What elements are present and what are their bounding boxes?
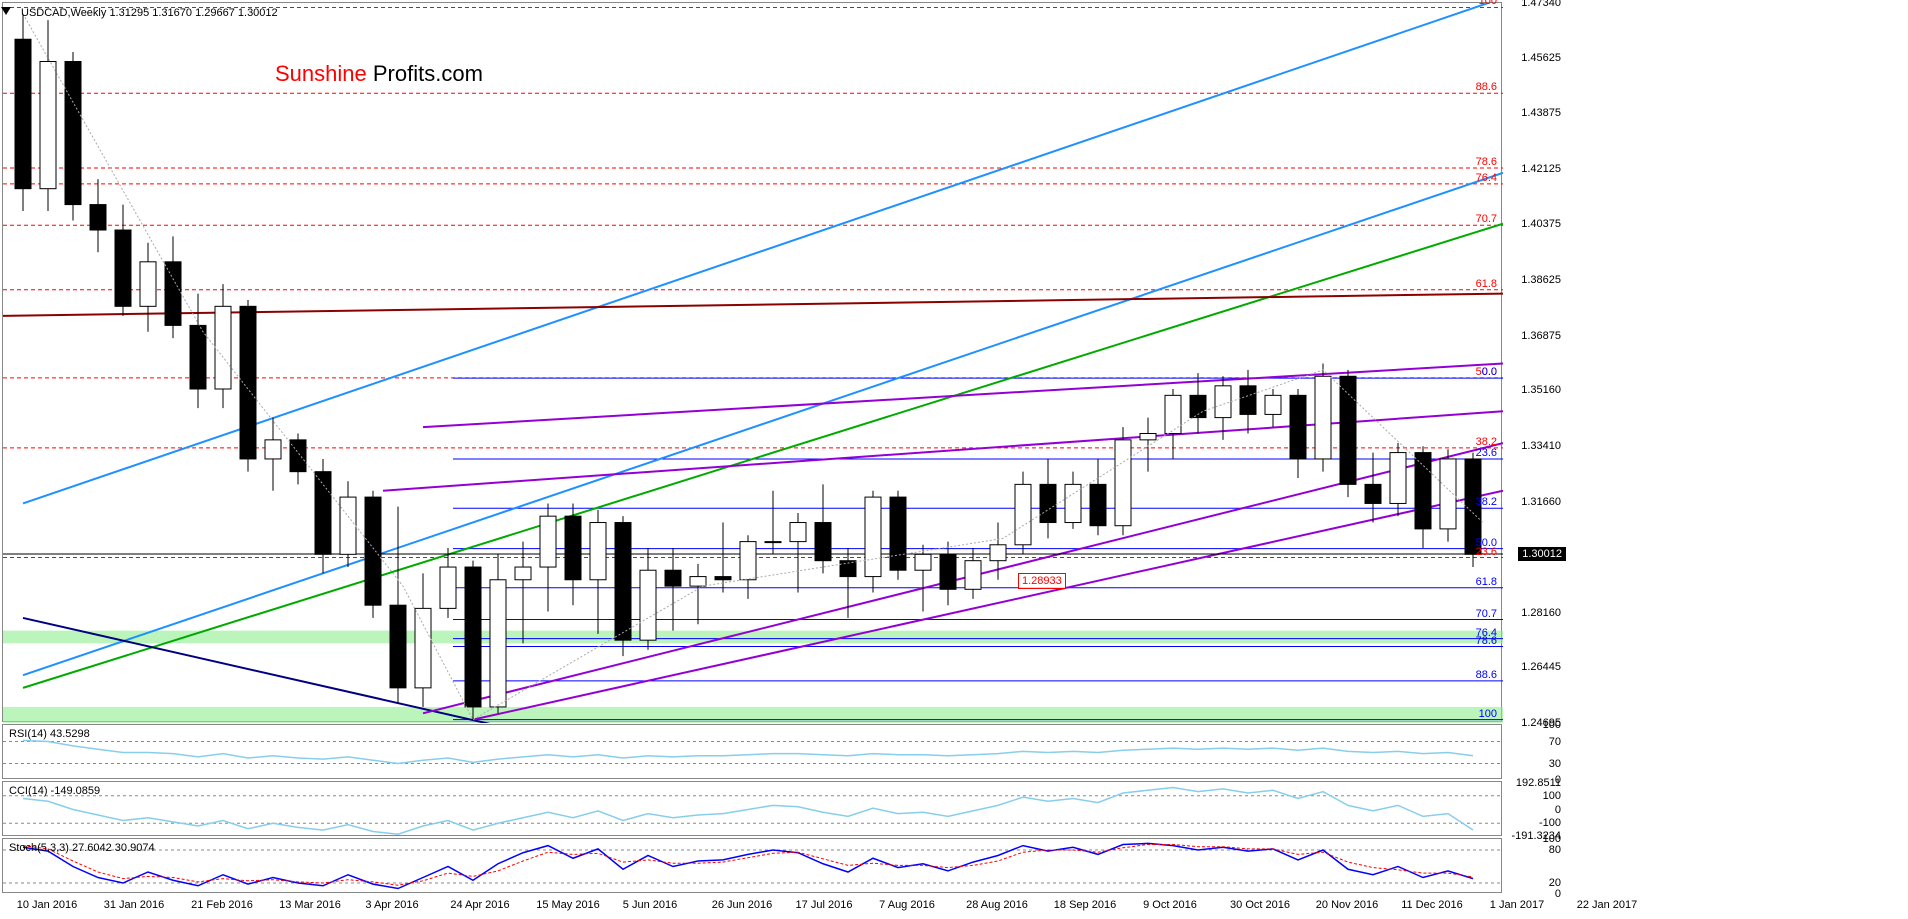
cci-panel[interactable]: CCI(14) -149.0859 192.85111000-100-191.3… (2, 781, 1502, 836)
stoch-label: Stoch(5,3,3) 27.6042 30.9074 (9, 842, 155, 854)
time-x-axis: 10 Jan 201631 Jan 201621 Feb 201613 Mar … (2, 899, 1508, 917)
dropdown-icon[interactable] (1, 7, 11, 15)
cci-label: CCI(14) -149.0859 (9, 785, 100, 797)
current-price-marker: 1.30012 (1518, 547, 1566, 561)
main-price-chart[interactable]: USDCAD,Weekly 1.31295 1.31670 1.29667 1.… (2, 2, 1502, 722)
chart-header: USDCAD,Weekly 1.31295 1.31670 1.29667 1.… (21, 7, 278, 19)
stoch-y-axis: 10080200 (1503, 839, 1561, 892)
rsi-panel[interactable]: RSI(14) 43.5298 10070300 (2, 724, 1502, 779)
rsi-label: RSI(14) 43.5298 (9, 728, 90, 740)
price-annotation: 1.28933 (1018, 573, 1066, 589)
watermark: Sunshine Profits.com (275, 61, 483, 87)
price-y-axis: 1.473401.456251.438751.421251.403751.386… (1503, 3, 1561, 721)
stoch-panel[interactable]: Stoch(5,3,3) 27.6042 30.9074 10080200 (2, 838, 1502, 893)
cci-y-axis: 192.85111000-100-191.3234 (1503, 782, 1561, 835)
rsi-y-axis: 10070300 (1503, 725, 1561, 778)
